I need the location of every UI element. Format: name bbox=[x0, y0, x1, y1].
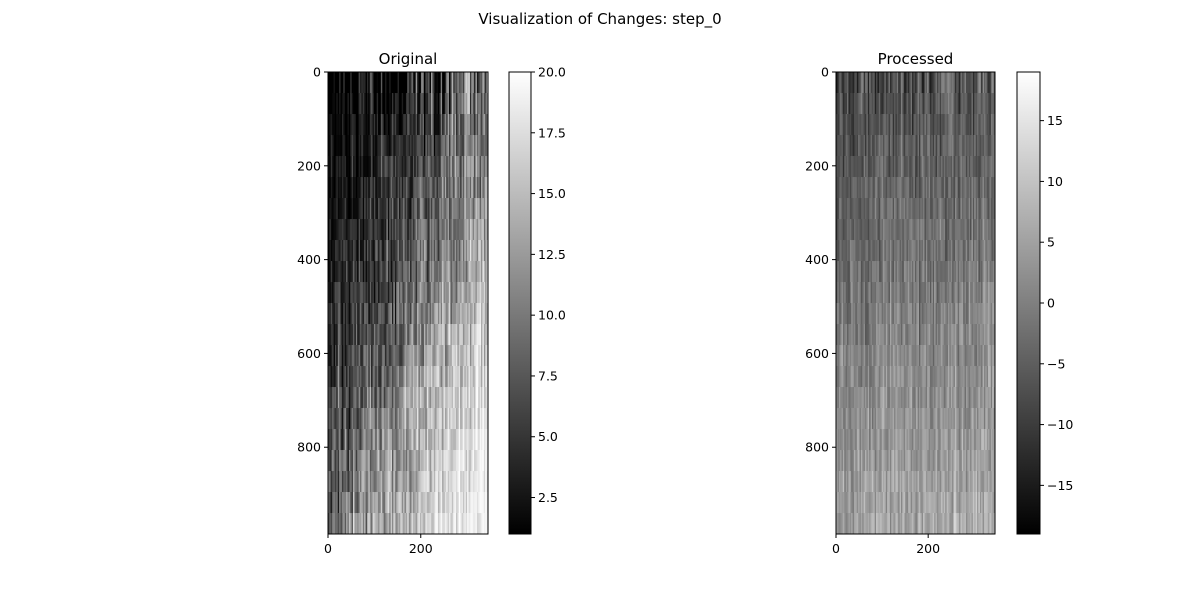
colorbar-tick-label: 15 bbox=[1047, 113, 1063, 128]
heatmap-image bbox=[836, 72, 996, 535]
colorbar-tick-label: 20.0 bbox=[538, 65, 566, 80]
colorbar: 2.5 5.0 7.5 10.0 12.5 15.0 17.5 20.0 bbox=[508, 65, 566, 535]
colorbar-tick-label: 5 bbox=[1047, 235, 1055, 250]
axes-frame bbox=[835, 71, 996, 535]
colorbar-tick-label: −5 bbox=[1047, 356, 1065, 371]
y-tick-label: 800 bbox=[805, 440, 829, 455]
y-tick-label: 400 bbox=[297, 252, 321, 267]
y-tick-label: 200 bbox=[297, 158, 321, 173]
subplot-original: Original 0 200 0 200 400 600 800 2.5 5.0 7.5 10.0 12… bbox=[297, 50, 566, 556]
x-tick-label: 0 bbox=[324, 541, 332, 556]
colorbar-gradient bbox=[508, 71, 532, 535]
x-tick-label: 0 bbox=[832, 541, 840, 556]
colorbar-tick-label: 2.5 bbox=[538, 490, 558, 505]
subplots: Original 0 200 0 200 400 600 800 2.5 5.0 7.5 10.0 12… bbox=[297, 50, 1073, 556]
y-tick-label: 0 bbox=[821, 65, 829, 80]
x-tick-label: 200 bbox=[916, 541, 940, 556]
y-tick-label: 600 bbox=[297, 346, 321, 361]
y-tick-label: 800 bbox=[297, 440, 321, 455]
y-tick-label: 0 bbox=[313, 65, 321, 80]
colorbar-tick-label: 10 bbox=[1047, 174, 1063, 189]
y-tick-label: 400 bbox=[805, 252, 829, 267]
subplot-processed: Processed 0 200 0 200 400 600 800 −15 −10 −5 0 5 10 15 bbox=[805, 50, 1073, 556]
subplot-title: Original bbox=[379, 50, 438, 68]
colorbar-tick-label: 17.5 bbox=[538, 125, 566, 140]
subplot-title: Processed bbox=[878, 50, 954, 68]
colorbar: −15 −10 −5 0 5 10 15 bbox=[1016, 71, 1073, 535]
y-tick-label: 600 bbox=[805, 346, 829, 361]
colorbar-tick-label: 0 bbox=[1047, 296, 1055, 311]
colorbar-tick-label: 10.0 bbox=[538, 308, 566, 323]
heatmap-image bbox=[328, 72, 489, 535]
colorbar-tick-label: −10 bbox=[1047, 417, 1073, 432]
x-tick-label: 200 bbox=[409, 541, 433, 556]
colorbar-tick-label: 5.0 bbox=[538, 429, 558, 444]
colorbar-gradient bbox=[1016, 71, 1041, 535]
y-tick-label: 200 bbox=[805, 158, 829, 173]
colorbar-tick-label: 7.5 bbox=[538, 368, 558, 383]
colorbar-tick-label: −15 bbox=[1047, 478, 1073, 493]
figure-title: Visualization of Changes: step_0 bbox=[478, 10, 721, 29]
colorbar-tick-label: 15.0 bbox=[538, 186, 566, 201]
axes-frame bbox=[327, 71, 489, 535]
colorbar-tick-label: 12.5 bbox=[538, 247, 566, 262]
